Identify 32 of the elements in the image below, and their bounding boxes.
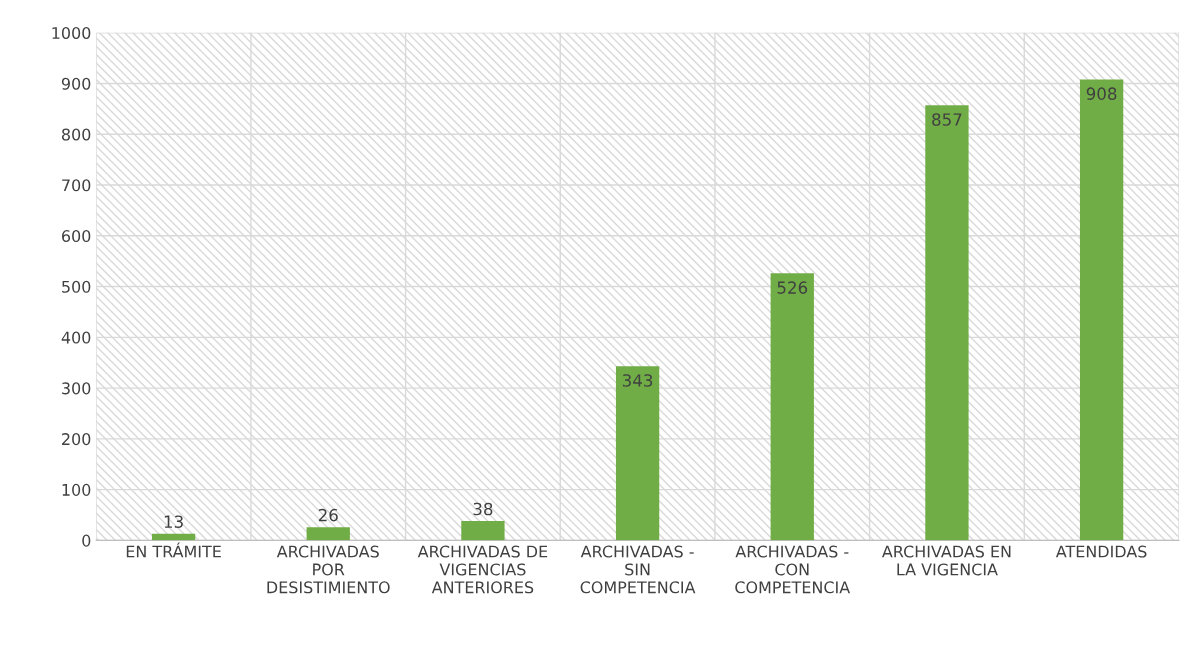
x-tick-label: ATENDIDAS [1055, 545, 1147, 558]
y-tick-label: 600 [62, 230, 91, 243]
y-tick-label: 100 [62, 483, 91, 496]
y-tick-label: 700 [62, 179, 91, 192]
data-label: 26 [318, 508, 338, 522]
y-tick-label: 500 [62, 280, 91, 293]
y-tick-label: 400 [61, 331, 91, 344]
data-label: 38 [473, 502, 493, 516]
bar [461, 521, 505, 541]
data-label: 857 [932, 113, 962, 126]
x-tick-label: ARCHIVADAS - CON COMPETENCIA [735, 545, 851, 594]
y-tick-label: 900 [61, 77, 91, 90]
bar [151, 533, 196, 541]
x-tick-label: ARCHIVADAS POR DESISTIMIENTO [267, 545, 390, 594]
bar [1079, 79, 1124, 541]
data-label: 343 [622, 374, 653, 387]
bar [770, 273, 814, 541]
x-tick-label: EN TRÁMITE [126, 542, 221, 558]
y-tick-label: 0 [82, 534, 91, 547]
x-tick-label: ARCHIVADAS EN LA VIGENCIA [881, 545, 1011, 576]
bar [615, 366, 660, 541]
x-tick-label: ARCHIVADAS - SIN COMPETENCIA [580, 545, 696, 594]
y-tick-label: 800 [61, 128, 91, 141]
data-label: 13 [164, 515, 183, 529]
y-tick-label: 200 [62, 433, 91, 446]
data-label: 526 [777, 281, 808, 294]
data-label: 908 [1086, 87, 1117, 100]
y-tick-label: 300 [62, 382, 91, 395]
y-tick-label: 1000 [52, 26, 91, 40]
x-tick-label: ARCHIVADAS DE VIGENCIAS ANTERIORES [417, 545, 548, 594]
bar [925, 105, 969, 541]
bar [306, 527, 350, 541]
